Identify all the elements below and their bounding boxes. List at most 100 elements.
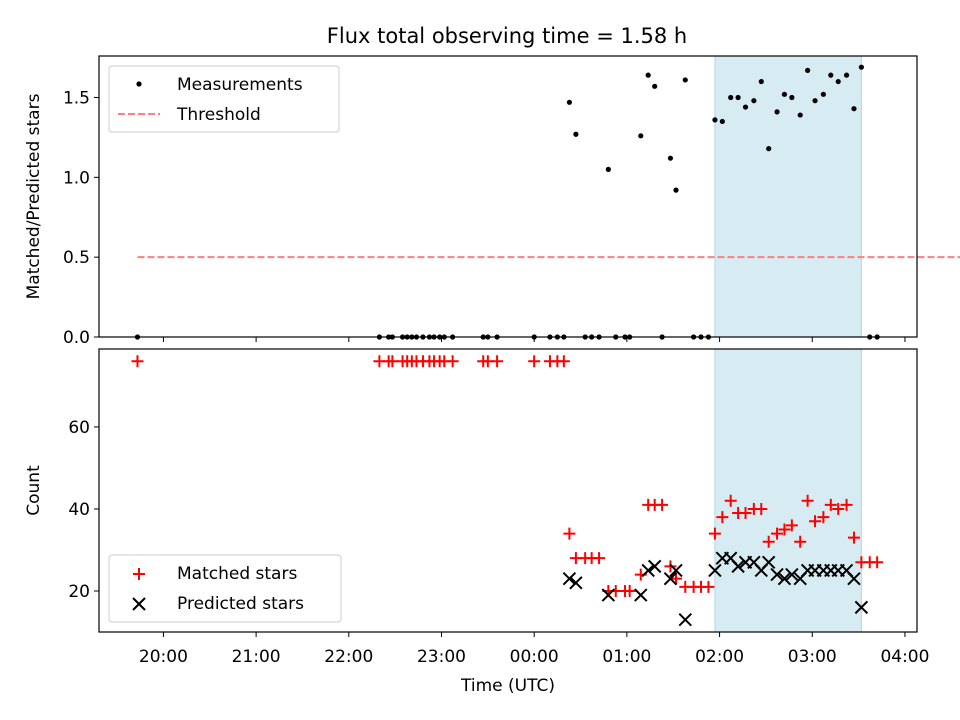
x-tick-label: 20:00: [139, 647, 188, 667]
predicted-star-point: [647, 559, 662, 574]
x-tick-label: 00:00: [510, 647, 559, 667]
top-axes-frame: [98, 55, 918, 338]
matched-star-point: [716, 511, 729, 524]
legend-threshold-label: Threshold: [176, 105, 261, 125]
measurement-point: [835, 78, 841, 85]
predicted-star-point: [708, 563, 722, 578]
predicted-star-point: [634, 588, 648, 602]
matched-star-point: [847, 531, 860, 544]
x-axis-label: Time (UTC): [460, 676, 555, 696]
measurement-point: [673, 187, 679, 193]
matched-star-point: [871, 556, 884, 569]
bottom-panel: 20 40 60 20:00 21:00 22:00 23:00 00:00 01:00 02:…: [24, 348, 929, 696]
predicted-star-point: [669, 563, 683, 578]
matched-star-point: [708, 527, 721, 540]
measurement-point: [728, 94, 734, 101]
measurement-point: [719, 118, 725, 125]
matched-star-point: [778, 523, 791, 536]
top-legend-box: [108, 65, 340, 133]
matched-star-point: [563, 527, 576, 540]
measurement-point: [858, 64, 864, 70]
matched-star-point: [832, 502, 845, 515]
measurement-point: [566, 99, 573, 105]
x-tick-label: 23:00: [417, 647, 466, 667]
x-tick-label: 22:00: [324, 647, 373, 667]
measurement-point: [828, 72, 834, 78]
matched-star-point: [557, 355, 570, 368]
predicted-star-point: [601, 588, 616, 602]
matched-star-point: [491, 355, 504, 368]
matched-star-point: [664, 560, 677, 573]
predicted-star-point: [678, 612, 692, 627]
measurement-point: [797, 112, 803, 118]
bottom-y-tick-label: 60: [68, 418, 90, 438]
measurement-point: [789, 94, 795, 101]
measurement-point: [735, 94, 741, 101]
x-tick-label: 21:00: [232, 647, 281, 667]
matched-star-point: [771, 527, 784, 540]
measurement-point: [766, 146, 772, 152]
measurement-point: [758, 78, 764, 85]
top-y-axis-label: Matched/Predicted stars: [24, 93, 44, 299]
predicted-star-point: [663, 571, 678, 586]
predicted-star-point: [641, 563, 655, 578]
matched-star-point: [817, 511, 830, 524]
measurement-point: [805, 67, 811, 73]
matched-star-point: [386, 355, 399, 368]
matched-star-point: [131, 355, 144, 368]
matched-star-point: [528, 355, 541, 368]
matched-star-point: [794, 535, 807, 548]
predicted-star-point: [731, 559, 745, 574]
bottom-y-ticks: 20 40 60: [68, 418, 99, 602]
legend-matched-label: Matched stars: [177, 564, 297, 584]
matched-star-point: [801, 494, 814, 507]
top-y-ticks: 0.0 0.5 1.0 1.5: [63, 89, 99, 348]
bottom-legend-box: [108, 554, 342, 623]
measurement-point: [682, 77, 688, 83]
x-tick-label: 01:00: [602, 647, 651, 667]
measurement-point: [774, 109, 780, 115]
top-highlight-span: [714, 55, 862, 338]
predicted-star-point: [569, 576, 583, 590]
matched-star-point: [702, 580, 715, 593]
matched-star-point: [785, 519, 798, 532]
top-x-ticks: [162, 337, 906, 342]
legend-measurements-label: Measurements: [177, 75, 303, 95]
matched-star-point: [724, 494, 737, 507]
x-tick-label: 03:00: [788, 647, 837, 667]
predicted-star-point: [777, 571, 792, 586]
matched-star-point: [809, 515, 822, 528]
top-panel: 0.0 0.5 1.0 1.5 Matched/Predicted stars Mea…: [24, 55, 960, 348]
matched-star-point: [446, 355, 459, 368]
legend-matched-marker: [133, 568, 145, 580]
predicted-star-point: [770, 567, 784, 582]
measurement-point: [742, 104, 749, 110]
measurement-point: [638, 133, 644, 139]
measurement-point: [820, 91, 826, 97]
bottom-highlight-span: [714, 348, 862, 633]
measurement-point: [645, 72, 651, 78]
predicted-star-point: [854, 600, 869, 615]
legend-measurements-marker: [136, 81, 142, 87]
measurement-point: [652, 83, 658, 89]
measurement-point: [667, 155, 674, 161]
bottom-y-tick-label: 20: [68, 582, 90, 602]
bottom-plot-area: [131, 348, 884, 633]
x-tick-label: 02:00: [695, 647, 744, 667]
matched-star-point: [824, 498, 837, 511]
top-y-tick-label: 0.0: [63, 328, 90, 348]
measurement-point: [573, 131, 579, 137]
measurement-point: [851, 106, 857, 112]
matched-star-point: [739, 507, 752, 520]
bottom-y-tick-label: 40: [68, 500, 90, 520]
matched-star-point: [840, 498, 853, 511]
bottom-legend: Matched stars Predicted stars: [108, 554, 342, 623]
matched-star-point: [755, 502, 768, 515]
top-y-tick-label: 0.5: [63, 248, 90, 268]
predicted-star-point: [847, 571, 861, 586]
matched-star-point: [593, 552, 606, 565]
top-y-tick-label: 1.5: [63, 89, 90, 109]
top-legend: Measurements Threshold: [108, 65, 340, 133]
bottom-axes-frame: [98, 348, 918, 633]
